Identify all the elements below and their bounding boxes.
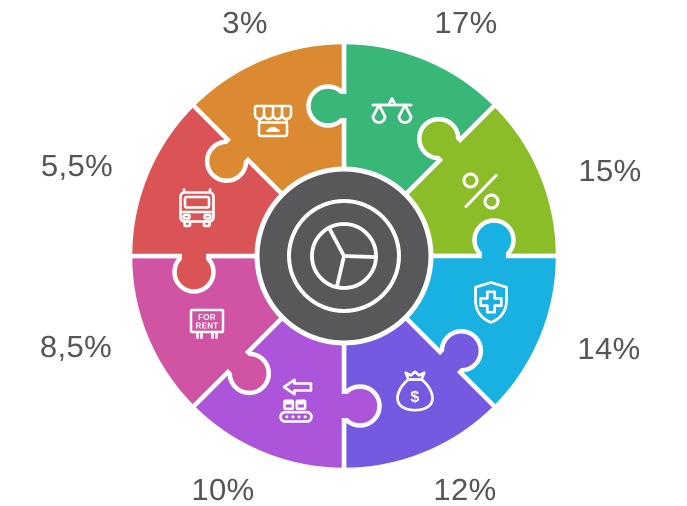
puzzle-knob-neck <box>482 251 506 268</box>
store-icon <box>253 104 293 138</box>
puzzle-knob-neck <box>433 350 463 380</box>
pie-chart-icon <box>310 222 378 290</box>
svg-text:RENT: RENT <box>196 321 219 330</box>
puzzle-knob-neck <box>339 94 356 118</box>
svg-text:FOR: FOR <box>198 313 216 322</box>
bus-icon <box>179 188 215 228</box>
puzzle-knob-neck <box>220 345 250 375</box>
conveyor-icon <box>279 378 313 423</box>
shield-cross-icon <box>474 281 508 324</box>
svg-text:$: $ <box>410 389 419 406</box>
money-bag-icon: $ <box>396 370 434 412</box>
puzzle-knob-neck <box>182 244 206 261</box>
center-ring <box>287 199 401 313</box>
puzzle-knob-neck <box>332 394 349 418</box>
puzzle-knob-neck <box>225 132 255 162</box>
percent-icon <box>462 172 500 210</box>
puzzle-knob-neck <box>438 137 468 167</box>
scales-icon <box>371 97 413 124</box>
